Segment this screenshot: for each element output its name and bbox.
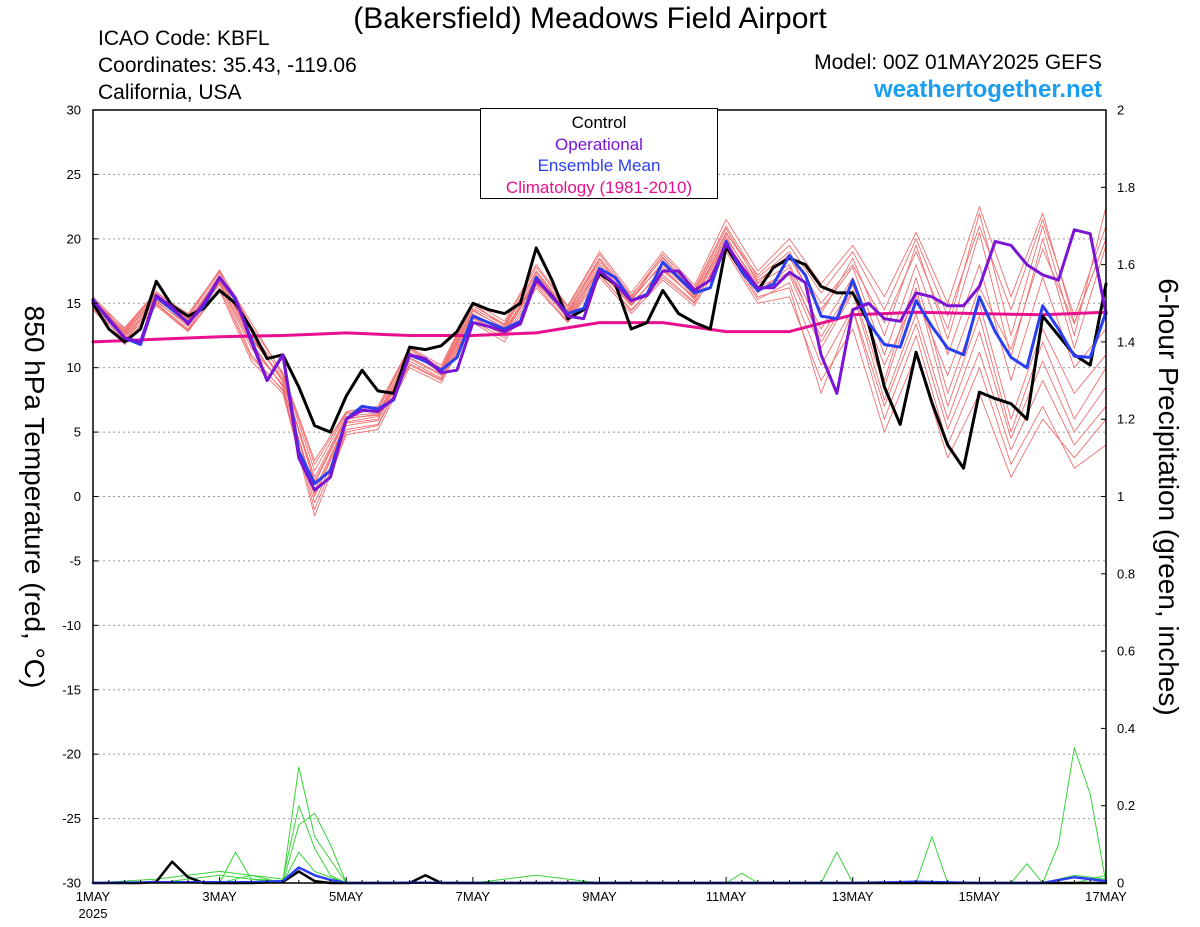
y-tick-label: -10 <box>62 618 81 633</box>
ensemble-member-line <box>92 206 1107 465</box>
y2-tick-label: 1.4 <box>1117 334 1135 349</box>
x-tick-label: 3MAY <box>202 889 237 904</box>
y2-tick-label: 0 <box>1117 876 1124 891</box>
legend-ensemble-mean: Ensemble Mean <box>537 156 661 175</box>
y-tick-label: 10 <box>67 360 81 375</box>
y2-tick-label: 1.8 <box>1117 180 1135 195</box>
ensemble-member-line <box>92 240 1107 497</box>
y-tick-label: 15 <box>67 296 81 311</box>
climatology-line <box>91 310 1108 344</box>
y-tick-label: 20 <box>67 231 81 246</box>
x-tick-label: 5MAY <box>329 889 364 904</box>
precip-member-line <box>92 812 1107 884</box>
x-tick-label: 15MAY <box>959 889 1001 904</box>
y-tick-label: 5 <box>74 425 81 440</box>
y2-tick-label: 1.2 <box>1117 412 1135 427</box>
legend-climatology: Climatology (1981-2010) <box>505 177 693 197</box>
model-run: Model: 00Z 01MAY2025 GEFS <box>814 51 1102 74</box>
x-tick-label: 17MAY <box>1085 889 1127 904</box>
y2-tick-label: 0.2 <box>1117 798 1135 813</box>
x-tick-year-label: 2025 <box>79 906 108 921</box>
x-tick-label: 11MAY <box>706 889 747 904</box>
legend-operational: Operational <box>555 134 643 154</box>
icao-code: ICAO Code: KBFL <box>98 27 270 50</box>
operational-line <box>91 228 1108 492</box>
x-tick-label: 1MAY <box>76 889 111 904</box>
legend: Control Operational Ensemble Mean Climat… <box>480 108 718 199</box>
precip-member-line <box>92 747 1107 884</box>
coordinates: Coordinates: 35.43, -119.06 <box>98 54 357 77</box>
y-tick-label: 30 <box>67 103 81 118</box>
y-tick-label: 25 <box>67 167 81 182</box>
y2-tick-label: 0.8 <box>1117 566 1135 581</box>
y-tick-label: -5 <box>69 553 81 568</box>
y2-tick-label: 0.6 <box>1117 644 1135 659</box>
ensemble-member-line <box>92 251 1107 517</box>
y-tick-label: -20 <box>62 747 81 762</box>
y2-tick-label: 2 <box>1117 103 1124 118</box>
x-tick-label: 9MAY <box>582 889 617 904</box>
y2-tick-label: 1 <box>1117 489 1124 504</box>
y2-tick-label: 0.4 <box>1117 721 1135 736</box>
region: California, USA <box>98 81 242 104</box>
site-link[interactable]: weathertogether.net <box>873 76 1102 103</box>
y-tick-label: 0 <box>74 489 81 504</box>
y2-tick-label: 1.6 <box>1117 257 1135 272</box>
precip-member-line <box>92 766 1107 884</box>
y-tick-label: -15 <box>62 682 81 697</box>
y-tick-label: -25 <box>62 811 81 826</box>
precip-control-line <box>91 860 1108 885</box>
x-tick-label: 13MAY <box>832 889 874 904</box>
y-tick-label: -30 <box>62 876 81 891</box>
chart-title: (Bakersfield) Meadows Field Airport <box>353 2 827 35</box>
legend-control: Control <box>571 113 627 132</box>
ensemble-member-line <box>92 206 1107 461</box>
x-tick-label: 7MAY <box>456 889 491 904</box>
